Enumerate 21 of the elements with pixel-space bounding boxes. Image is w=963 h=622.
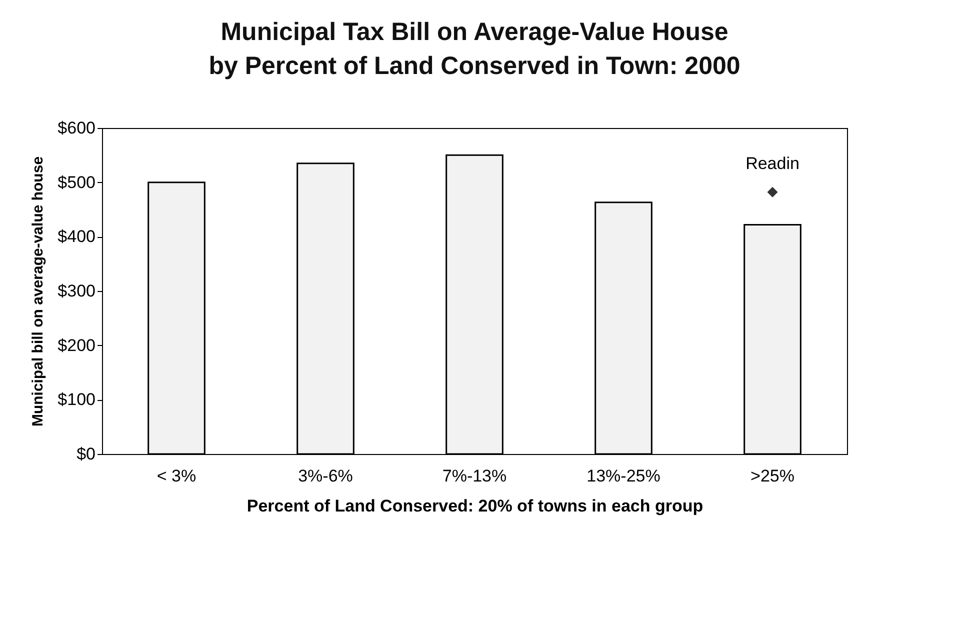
x-tick-label: >25% (750, 466, 794, 486)
y-axis-title: Municipal bill on average-value house (30, 156, 47, 427)
x-tick-label: 13%-25% (586, 466, 660, 486)
x-tick-label: 3%-6% (298, 466, 353, 486)
y-tick-label: $0 (76, 444, 96, 464)
bar (744, 224, 802, 455)
bar (296, 162, 354, 455)
bar (148, 182, 206, 455)
y-tick-label: $400 (58, 227, 96, 246)
x-axis-title: Percent of Land Conserved: 20% of towns in each group (246, 496, 704, 516)
bar (594, 202, 652, 455)
x-tick-label: 7%-13% (442, 466, 507, 486)
y-tick-label: $600 (58, 118, 96, 138)
y-tick-label: $500 (58, 172, 96, 192)
y-tick-label: $300 (58, 282, 96, 300)
chart-title: Municipal Tax Bill on Average-Value House by Percent of Land Conserved in Town: 2000 (208, 18, 740, 80)
y-tick-label: $100 (58, 390, 96, 410)
series-label: Readin (746, 154, 800, 174)
y-tick-label: $200 (58, 336, 96, 355)
x-tick-label: < 3% (156, 466, 196, 486)
bar (446, 154, 504, 455)
